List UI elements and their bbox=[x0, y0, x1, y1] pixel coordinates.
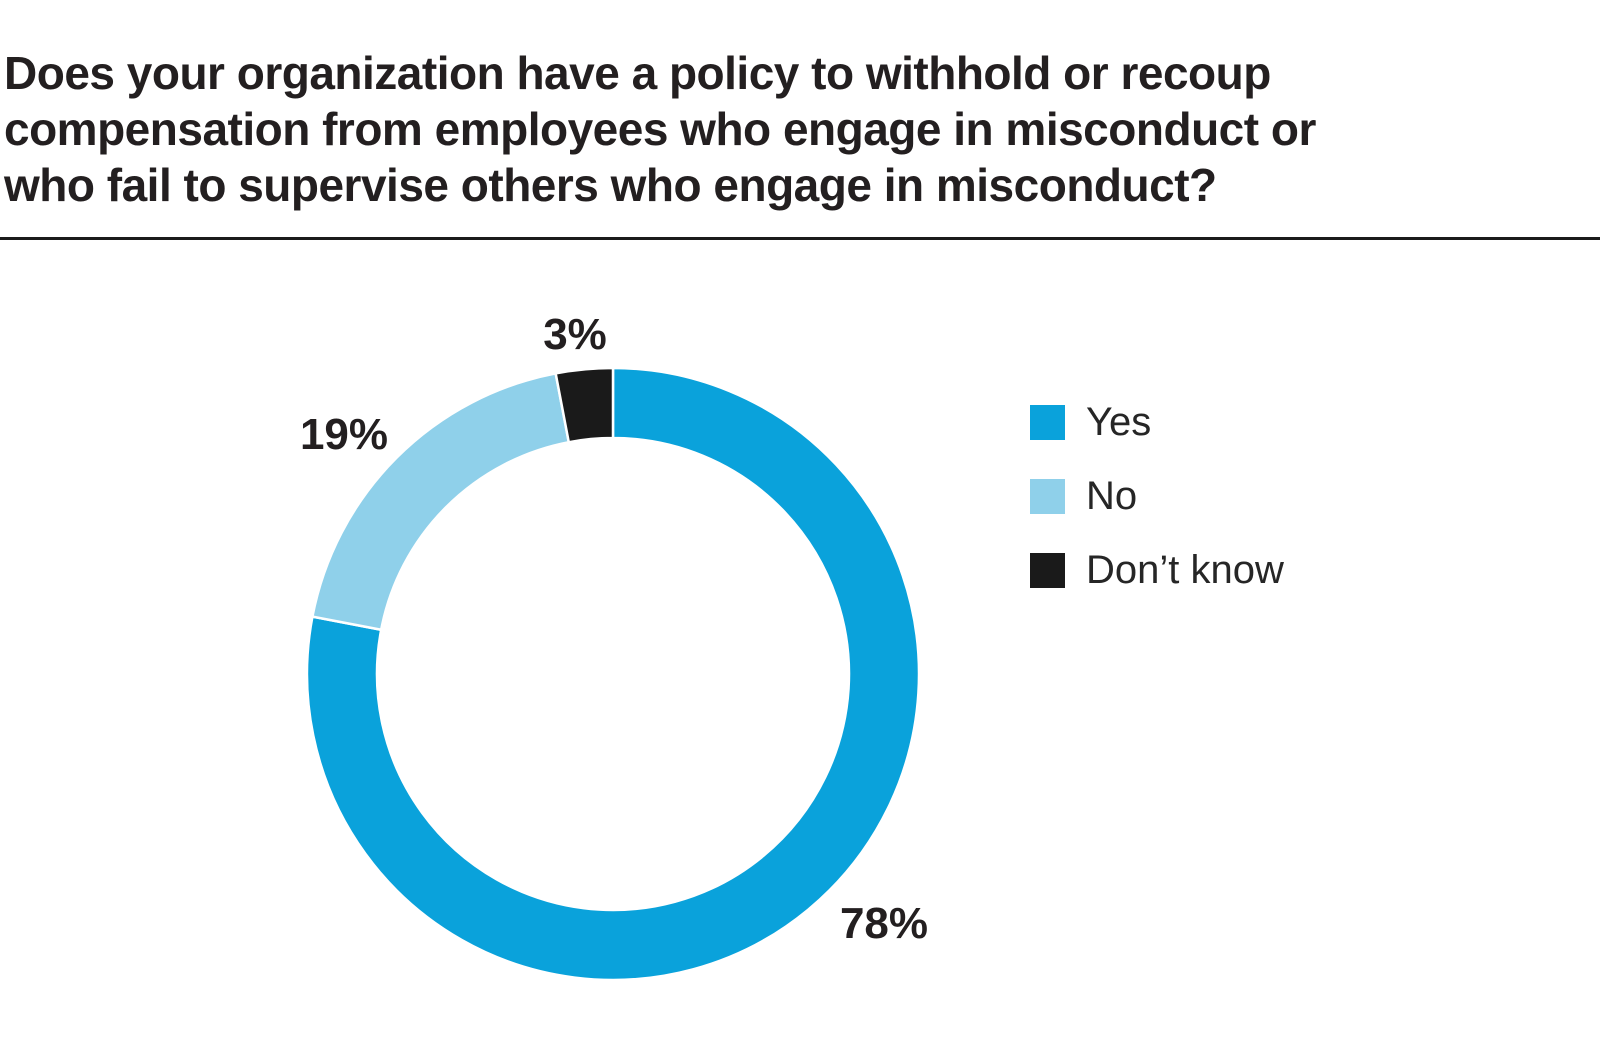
legend-label-no: No bbox=[1086, 474, 1138, 518]
chart-title-line-1: Does your organization have a policy to … bbox=[4, 47, 1271, 99]
donut-slice-don-t-know bbox=[554, 366, 615, 444]
slice-label-no: 19% bbox=[299, 410, 389, 459]
legend-label-dont-know: Don’t know bbox=[1086, 548, 1284, 592]
legend: Yes No Don’t know bbox=[1030, 402, 1284, 624]
chart-title-line-2: compensation from employees who engage i… bbox=[4, 103, 1316, 155]
chart-title: Does your organization have a policy to … bbox=[4, 45, 1504, 213]
title-divider-rule bbox=[0, 237, 1600, 240]
legend-item-dont-know: Don’t know bbox=[1030, 550, 1284, 590]
slice-label-dont-know: 3% bbox=[543, 310, 607, 359]
legend-label-yes: Yes bbox=[1086, 400, 1152, 444]
donut-slice-yes bbox=[305, 366, 921, 982]
legend-item-no: No bbox=[1030, 476, 1284, 516]
slice-label-yes: 78% bbox=[839, 899, 929, 948]
legend-swatch-no bbox=[1030, 478, 1065, 514]
legend-swatch-dont-know bbox=[1030, 552, 1065, 588]
legend-swatch-yes bbox=[1030, 404, 1065, 440]
chart-title-line-3: who fail to supervise others who engage … bbox=[4, 159, 1217, 211]
legend-item-yes: Yes bbox=[1030, 402, 1284, 442]
